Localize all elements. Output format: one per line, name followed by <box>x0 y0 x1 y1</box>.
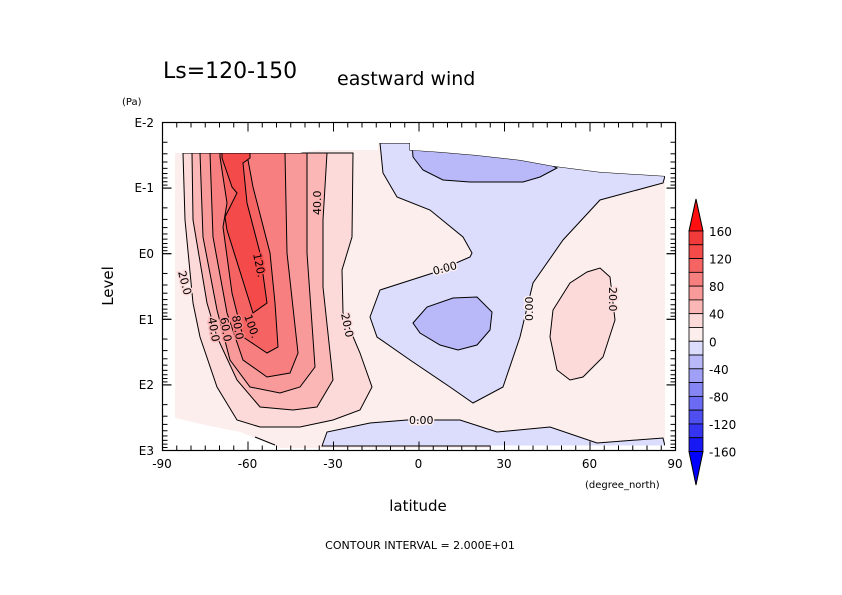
x-axis-label: latitude <box>389 497 447 515</box>
y-axis-label: Level <box>99 266 117 306</box>
missing-data-right <box>665 123 675 450</box>
y-tick-labels: E-2 E-1 E0 E1 E2 E3 <box>134 116 154 458</box>
missing-data-bottom-right <box>490 445 665 451</box>
y-tick-label: E3 <box>139 444 154 458</box>
x-tick-label: -60 <box>238 457 258 471</box>
colorbar-band <box>688 313 704 328</box>
colorbar-band <box>688 395 704 411</box>
colorbar-band <box>688 230 704 246</box>
x-tick-label: -30 <box>323 457 343 471</box>
chart-title: Ls=120-150 <box>163 59 297 84</box>
colorbar-band <box>688 244 704 259</box>
colorbar-tick-label: 120 <box>709 253 732 267</box>
region-neg40-20-mid <box>412 296 493 351</box>
colorbar-band <box>688 271 704 287</box>
plot-area <box>163 123 675 452</box>
colorbar-tick-label: -160 <box>709 446 736 460</box>
colorbar-tick-label: 40 <box>709 308 724 322</box>
missing-data-top <box>163 123 674 177</box>
x-unit: (degree_north) <box>585 480 660 491</box>
y-tick-label: E2 <box>139 378 154 392</box>
y-tick-label: E-2 <box>134 116 154 130</box>
colorbar-tick-label: -120 <box>709 418 736 432</box>
colorbar-tick-label: -40 <box>709 363 729 377</box>
colorbar-band <box>688 437 704 452</box>
colorbar-band <box>688 258 704 273</box>
region-20-40-right <box>549 267 616 381</box>
region-120-140 <box>221 152 268 314</box>
x-tick-label: -90 <box>152 457 172 471</box>
colorbar: 160 120 80 40 0 -40 -80 -120 -160 <box>688 198 736 486</box>
colorbar-band <box>688 340 704 356</box>
colorbar-band <box>688 285 704 301</box>
colorbar-band <box>688 409 704 425</box>
x-tick-label: 90 <box>667 457 682 471</box>
colorbar-band <box>688 368 704 383</box>
colorbar-tick-label: 80 <box>709 280 724 294</box>
contour-label: 80.0 <box>229 314 246 340</box>
colorbar-band <box>688 327 704 342</box>
missing-data-bottom-left <box>163 418 290 452</box>
colorbar-band <box>688 299 704 315</box>
region-neg20-0-bottom <box>321 419 666 447</box>
x-tick-label: 60 <box>582 457 597 471</box>
colorbar-band <box>688 382 704 397</box>
x-tick-label: 0 <box>415 457 423 471</box>
contour-label: 0.00 <box>523 297 536 322</box>
contour-interval: CONTOUR INTERVAL = 2.000E+01 <box>325 539 515 552</box>
contour-line-fragment <box>254 436 276 446</box>
x-tick-labels: -90 -60 -30 0 30 60 90 <box>152 457 682 471</box>
contour-label: 60.0 <box>217 316 234 342</box>
colorbar-min-arrow <box>688 451 704 486</box>
contour-label: 40.0 <box>205 316 222 342</box>
y-tick-label: E-1 <box>134 181 154 195</box>
contour-label: 40.0 <box>311 191 324 216</box>
colorbar-tick-label: 160 <box>709 225 732 239</box>
contour-label: 20.0 <box>606 287 619 312</box>
colorbar-tick-label: 0 <box>709 335 717 349</box>
missing-data-left <box>163 123 175 450</box>
axis-ticks <box>162 122 676 451</box>
colorbar-band <box>688 423 704 439</box>
contour-label: 0.00 <box>409 414 434 427</box>
chart-subtitle: eastward wind <box>337 68 475 90</box>
contour-labels: 20.0 120. 40.0 20.0 0.00 0.00 0.00 20.0 … <box>174 189 621 429</box>
colorbar-max-arrow <box>688 198 704 232</box>
colorbar-tick-label: -80 <box>709 390 729 404</box>
x-tick-label: 30 <box>496 457 511 471</box>
y-tick-label: E0 <box>139 247 154 261</box>
y-unit: (Pa) <box>122 97 142 108</box>
y-tick-label: E1 <box>139 313 154 327</box>
colorbar-band <box>688 354 704 370</box>
